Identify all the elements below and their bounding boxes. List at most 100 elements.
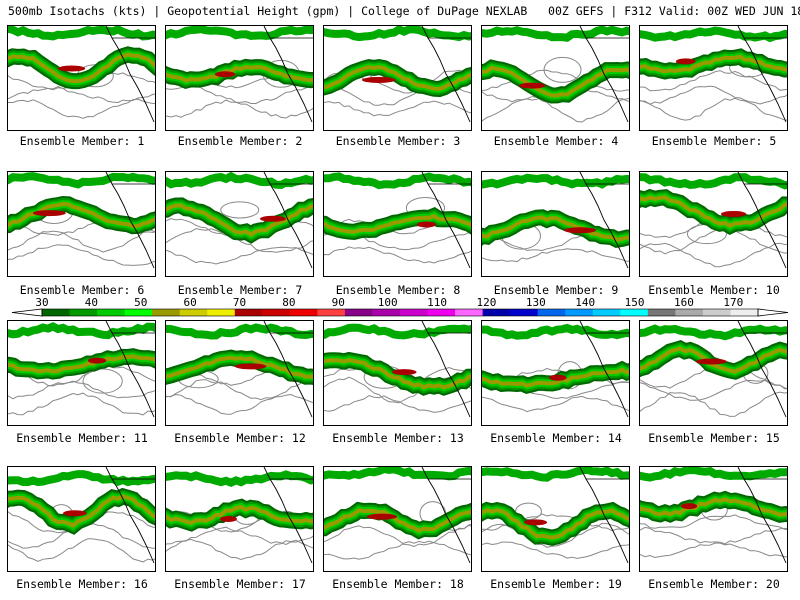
map-canvas [8,26,155,123]
height-contour [543,56,582,83]
member-label: Ensemble Member: 16 [16,577,148,591]
colorbar-swatch [592,309,621,316]
isotach-band [324,323,471,340]
height-contour [482,395,629,413]
colorbar-swatch [647,309,676,316]
colorbar-tick-label: 70 [232,296,247,309]
member-label: Ensemble Member: 11 [16,431,148,445]
colorbar-swatch [179,309,208,316]
height-contour [220,201,260,219]
colorbar-swatch [400,309,429,316]
height-contour [640,514,787,531]
isotach-band [8,494,155,528]
figure-title: 500mb Isotachs (kts) | Geopotential Heig… [8,4,800,18]
colorbar-tick-label: 150 [624,296,645,309]
height-contour [166,246,313,265]
ensemble-member-map [639,466,788,572]
colorbar-swatch [482,309,511,316]
height-contour [482,541,629,559]
isotach-band [482,26,629,42]
colorbar-frame [41,308,759,317]
isotach-band [8,52,155,84]
isotach-band [324,508,471,533]
height-contour [640,85,787,105]
map-canvas [482,26,629,123]
isotach-band [166,470,313,488]
isotach-band [640,497,787,517]
isotach-band [640,195,787,229]
colorbar-legend [11,308,789,317]
member-label: Ensemble Member: 1 [19,134,145,148]
isotach-band [8,201,155,229]
isotach-band [640,26,787,43]
height-contour [482,248,629,263]
colorbar-tick-label: 30 [35,296,49,309]
ensemble-member-map [481,25,630,131]
member-label: Ensemble Member: 4 [493,134,619,148]
jet-max-core [675,58,696,65]
isotach-band [324,65,471,92]
ensemble-member-map [323,25,472,131]
height-contour [8,98,155,119]
isotach-band [640,173,787,190]
colorbar-swatch [427,309,456,316]
isotach-band [324,213,471,234]
height-contour [166,393,313,415]
isotach-band [166,26,313,40]
ensemble-member-map [165,25,314,131]
member-label: Ensemble Member: 20 [648,577,780,591]
ensemble-member-map [323,171,472,277]
colorbar-swatch [730,309,759,316]
member-label: Ensemble Member: 14 [490,431,622,445]
colorbar-tick-label: 170 [723,296,744,309]
height-contour [324,524,471,548]
jet-max-core [695,358,727,365]
map-canvas [640,26,787,123]
jet-max-core [518,82,546,89]
jet-max-core [219,515,237,522]
colorbar-swatch [317,309,346,316]
map-canvas [8,321,155,418]
isotach-band [8,26,155,41]
map-canvas [482,172,629,269]
colorbar-swatch [537,309,566,316]
member-label: Ensemble Member: 2 [177,134,303,148]
jet-max-core [87,357,107,364]
colorbar-swatch [207,309,236,316]
height-contour [8,538,155,563]
map-canvas [482,467,629,564]
height-contour [482,69,629,92]
jet-max-core [57,65,86,72]
height-contour [8,380,155,400]
colorbar-tick-label: 140 [575,296,596,309]
coastline [263,26,313,123]
member-label: Ensemble Member: 5 [651,134,777,148]
height-contour [8,87,155,104]
map-canvas [166,26,313,123]
height-contour [324,246,471,264]
coastline [737,172,787,269]
height-contour [166,228,313,253]
height-contour [8,365,155,387]
height-contour [82,368,123,394]
height-contour [8,230,155,253]
colorbar-right-arrow [757,308,789,317]
isotach-band [482,65,629,98]
colorbar-tick-label: 100 [377,296,398,309]
height-contour [324,100,471,117]
map-canvas [640,172,787,269]
ensemble-member-map [323,320,472,426]
isotach-band [166,64,313,83]
jet-max-core [416,221,436,228]
colorbar-tick-label: 160 [673,296,694,309]
height-contour [324,394,471,413]
colorbar-tick-label: 90 [331,296,345,309]
isotach-band [166,203,313,237]
jet-max-core [548,374,567,381]
ensemble-member-map [639,320,788,426]
map-canvas [166,321,313,418]
height-contour [640,242,787,268]
map-canvas [640,321,787,418]
colorbar-left-arrow [11,308,43,317]
colorbar-tick-label: 50 [134,296,148,309]
